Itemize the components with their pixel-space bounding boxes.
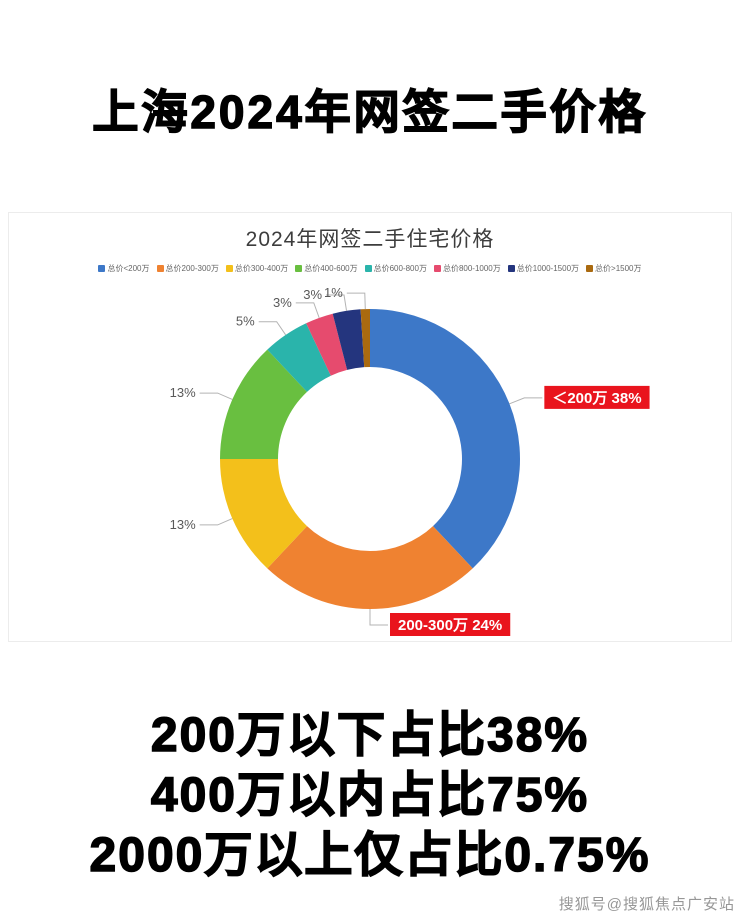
donut-slice xyxy=(360,309,370,368)
slice-percent-label: 5% xyxy=(236,314,255,329)
legend-item: 总价600-800万 xyxy=(364,263,427,274)
callout-line xyxy=(326,294,348,311)
summary-line-1: 200万以下占比38% xyxy=(150,708,590,763)
callout-line xyxy=(509,397,543,405)
page-title: 上海2024年网签二手价格 xyxy=(92,85,648,139)
donut-slice xyxy=(332,309,365,370)
legend-swatch xyxy=(225,264,233,272)
donut-slice xyxy=(306,313,348,376)
legend-item: 总价1000-1500万 xyxy=(507,263,580,274)
legend-item: 总价300-400万 xyxy=(225,263,289,274)
donut-slice xyxy=(370,309,521,569)
chart-legend: 总价<200万 总价200-300万 总价300-400万 总价400-600万 总价6… xyxy=(9,261,731,275)
legend-item: 总价800-1000万 xyxy=(433,263,501,274)
legend-label: 总价600-800万 xyxy=(373,263,427,273)
slice-percent-label: 3% xyxy=(273,295,292,310)
legend-swatch xyxy=(433,264,441,272)
callout-line xyxy=(369,609,388,626)
legend-label: 总价800-1000万 xyxy=(442,263,501,273)
donut-slice xyxy=(267,323,331,392)
summary-line-3: 2000万以上仅占比0.75% xyxy=(89,828,651,883)
legend-label: 总价300-400万 xyxy=(234,263,289,273)
legend-swatch xyxy=(586,264,594,272)
legend-swatch xyxy=(156,264,164,272)
callout-badge-text: ＜200万 38% xyxy=(552,390,641,407)
legend-label: 总价<200万 xyxy=(107,263,150,273)
slice-percent-label: 13% xyxy=(170,385,196,400)
donut-chart: ＜200万 38%200-300万 24%13%13%5%3%3% 1% xyxy=(170,285,650,636)
callout-badge xyxy=(390,613,511,636)
slice-percent-label: 3% xyxy=(303,287,322,302)
legend-item: 总价>1500万 xyxy=(586,263,642,274)
legend-label: 总价1000-1500万 xyxy=(516,263,580,273)
legend-label: 总价>1500万 xyxy=(595,263,642,273)
summary-line-2: 400万以内占比75% xyxy=(150,768,590,823)
donut-slice xyxy=(220,459,308,569)
legend-swatch xyxy=(364,264,372,272)
callout-line xyxy=(199,518,233,526)
slice-percent-label: 13% xyxy=(170,517,196,532)
legend-label: 总价200-300万 xyxy=(165,263,219,273)
legend-item: 总价200-300万 xyxy=(156,263,219,274)
callout-line xyxy=(295,302,320,319)
callout-badge-text: 200-300万 24% xyxy=(398,617,502,634)
callout-line xyxy=(346,292,366,310)
legend-label: 总价400-600万 xyxy=(304,263,358,273)
watermark: 搜狐号@搜狐焦点广安站 xyxy=(558,896,735,913)
legend-swatch xyxy=(295,264,303,272)
legend-swatch xyxy=(507,264,515,272)
legend-item: 总价<200万 xyxy=(98,263,150,274)
callout-line xyxy=(199,392,233,400)
chart-title: 2024年网签二手住宅价格 xyxy=(245,228,495,251)
chart-card: 2024年网签二手住宅价格 总价<200万 总价200-300万 总价300-400… xyxy=(8,212,732,642)
donut-slice xyxy=(267,526,473,609)
callout-badge xyxy=(544,385,650,409)
summary-block: 200万以下占比38% 400万以内占比75% 2000万以上仅占比0.75% xyxy=(0,706,740,886)
callout-line xyxy=(258,321,287,336)
legend-swatch xyxy=(98,264,106,272)
slice-percent-label: 1% xyxy=(324,285,343,300)
legend-item: 总价400-600万 xyxy=(295,263,358,274)
donut-slice xyxy=(220,349,308,459)
